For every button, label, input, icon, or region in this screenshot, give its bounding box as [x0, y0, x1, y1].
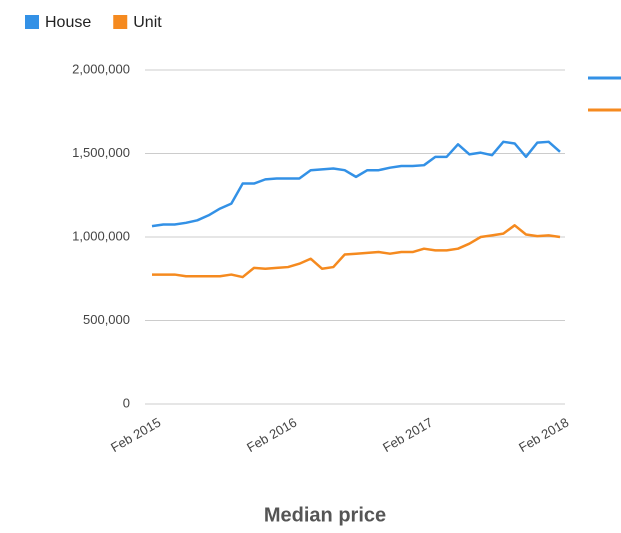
line-series	[152, 224, 561, 279]
legend-label: Unit	[133, 14, 162, 31]
x-tick-label: Feb 2016	[244, 415, 299, 455]
line-series	[151, 140, 561, 228]
y-tick-label: 0	[123, 395, 130, 410]
x-tick-label: Feb 2015	[108, 415, 163, 455]
x-tick-label: Feb 2017	[380, 415, 435, 455]
chart-title: Median price	[264, 504, 386, 526]
legend-swatch	[25, 15, 39, 29]
legend-swatch	[113, 15, 128, 29]
y-tick-label: 2,000,000	[72, 61, 130, 76]
x-tick-label: Feb 2018	[516, 415, 571, 455]
y-tick-label: 500,000	[83, 312, 130, 327]
legend-label: House	[45, 14, 91, 31]
y-tick-label: 1,500,000	[72, 145, 130, 160]
y-tick-label: 1,000,000	[72, 228, 130, 243]
